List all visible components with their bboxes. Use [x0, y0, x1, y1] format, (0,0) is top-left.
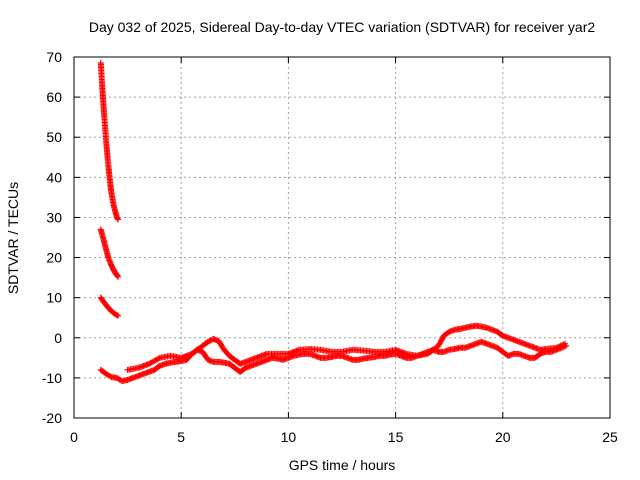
grid-layer	[74, 57, 610, 418]
y-tick-label: 60	[46, 89, 62, 105]
y-tick-label: 20	[46, 250, 62, 266]
y-tick-label: 0	[54, 330, 62, 346]
y-tick-label: -20	[42, 410, 62, 426]
series-layer	[97, 60, 570, 385]
y-tick-label: 30	[46, 209, 62, 225]
tick-layer	[73, 56, 611, 419]
x-tick-label: 10	[281, 429, 297, 445]
x-tick-label: 15	[388, 429, 404, 445]
y-tick-label: -10	[42, 370, 62, 386]
data-point	[113, 312, 120, 319]
data-point	[114, 273, 121, 280]
x-tick-label: 25	[602, 429, 618, 445]
data-point	[114, 216, 121, 223]
data-point	[107, 373, 114, 380]
x-tick-labels: 0 5 10 15 20 25	[70, 429, 618, 445]
data-point	[114, 312, 121, 319]
data-point	[561, 340, 568, 347]
y-tick-label: 70	[46, 49, 62, 65]
plot-frame	[73, 56, 611, 419]
series-day-track-upper	[124, 322, 568, 373]
y-axis-label: SDTVAR / TECUs	[5, 182, 21, 294]
series-day-track-lower	[97, 338, 570, 385]
chart-title: Day 032 of 2025, Sidereal Day-to-day VTE…	[89, 19, 595, 35]
y-tick-label: 50	[46, 129, 62, 145]
y-tick-label: 10	[46, 290, 62, 306]
x-axis-label: GPS time / hours	[289, 457, 396, 473]
y-tick-label: 40	[46, 169, 62, 185]
series-arc-steep-mid	[97, 226, 121, 280]
series-arc-steep-high	[97, 60, 121, 223]
series-arc-steep-low	[97, 294, 121, 319]
x-tick-label: 5	[177, 429, 185, 445]
x-tick-label: 0	[70, 429, 78, 445]
x-tick-label: 20	[495, 429, 511, 445]
y-tick-labels: -20 -10 0 10 20 30 40 50 60 70	[42, 49, 62, 426]
data-point	[155, 355, 162, 362]
